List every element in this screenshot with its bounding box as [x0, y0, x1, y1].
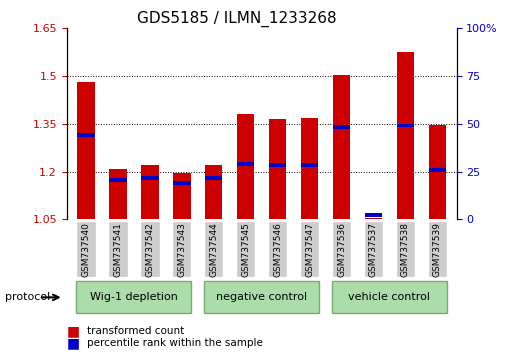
- FancyBboxPatch shape: [76, 281, 191, 313]
- Text: GSM737537: GSM737537: [369, 222, 378, 278]
- Bar: [365, 218, 382, 219]
- Bar: [205, 165, 223, 219]
- FancyBboxPatch shape: [268, 221, 287, 277]
- Bar: [141, 176, 159, 180]
- FancyBboxPatch shape: [396, 221, 415, 277]
- Bar: [237, 162, 254, 166]
- Text: negative control: negative control: [216, 292, 307, 302]
- FancyBboxPatch shape: [108, 221, 128, 277]
- FancyBboxPatch shape: [76, 221, 95, 277]
- Text: GSM737546: GSM737546: [273, 222, 282, 277]
- Text: GSM737539: GSM737539: [433, 222, 442, 278]
- Bar: [333, 125, 350, 129]
- FancyBboxPatch shape: [236, 221, 255, 277]
- Bar: [397, 124, 414, 127]
- Bar: [205, 176, 223, 180]
- FancyBboxPatch shape: [140, 221, 160, 277]
- Text: GSM737538: GSM737538: [401, 222, 410, 278]
- Bar: [301, 118, 319, 219]
- Bar: [301, 164, 319, 167]
- Bar: [77, 82, 95, 219]
- Bar: [109, 178, 127, 182]
- Bar: [333, 75, 350, 219]
- Text: ■: ■: [67, 336, 80, 350]
- Text: GSM737547: GSM737547: [305, 222, 314, 277]
- Bar: [269, 119, 286, 219]
- FancyBboxPatch shape: [364, 221, 383, 277]
- Text: GSM737536: GSM737536: [337, 222, 346, 278]
- FancyBboxPatch shape: [204, 281, 319, 313]
- Bar: [109, 169, 127, 219]
- Bar: [428, 126, 446, 219]
- Text: GSM737540: GSM737540: [82, 222, 90, 277]
- Text: GSM737542: GSM737542: [145, 222, 154, 277]
- Bar: [237, 114, 254, 219]
- Bar: [141, 165, 159, 219]
- Text: transformed count: transformed count: [87, 326, 185, 336]
- FancyBboxPatch shape: [332, 281, 447, 313]
- Text: GSM737545: GSM737545: [241, 222, 250, 277]
- FancyBboxPatch shape: [204, 221, 224, 277]
- Bar: [428, 168, 446, 172]
- Text: GSM737543: GSM737543: [177, 222, 186, 277]
- FancyBboxPatch shape: [428, 221, 447, 277]
- Text: GSM737544: GSM737544: [209, 222, 218, 277]
- Text: ■: ■: [67, 324, 80, 338]
- Bar: [269, 164, 286, 167]
- Text: protocol: protocol: [5, 292, 50, 302]
- Text: vehicle control: vehicle control: [348, 292, 430, 302]
- FancyBboxPatch shape: [332, 221, 351, 277]
- Text: GSM737541: GSM737541: [113, 222, 122, 277]
- Bar: [397, 52, 414, 219]
- Bar: [173, 181, 190, 185]
- Bar: [173, 173, 190, 219]
- Text: Wig-1 depletion: Wig-1 depletion: [90, 292, 177, 302]
- FancyBboxPatch shape: [300, 221, 319, 277]
- Bar: [365, 213, 382, 217]
- FancyBboxPatch shape: [172, 221, 191, 277]
- Text: percentile rank within the sample: percentile rank within the sample: [87, 338, 263, 348]
- Bar: [77, 133, 95, 137]
- Text: GDS5185 / ILMN_1233268: GDS5185 / ILMN_1233268: [137, 11, 337, 27]
